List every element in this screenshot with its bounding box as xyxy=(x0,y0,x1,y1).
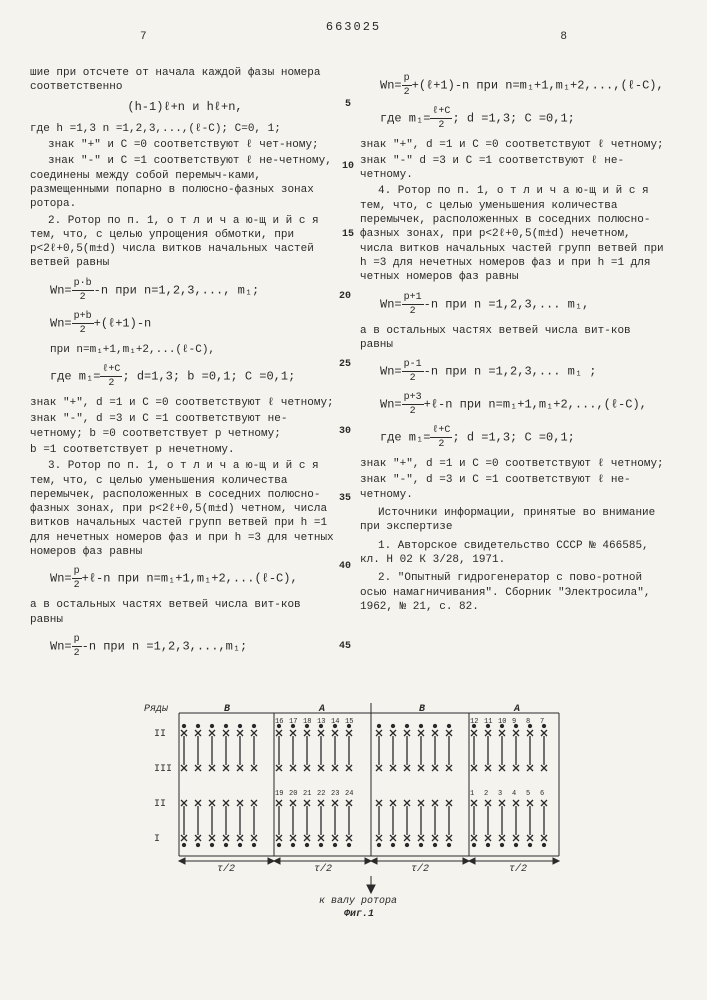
svg-text:13: 13 xyxy=(317,718,325,726)
svg-text:12: 12 xyxy=(470,718,478,726)
para: а в остальных частях ветвей числа вит-ко… xyxy=(30,598,340,627)
formula: Wn=p2-n при n =1,2,3,...,m₁; xyxy=(50,633,340,660)
line-num-30: 30 xyxy=(339,425,351,438)
svg-text:14: 14 xyxy=(331,718,339,726)
line-num-40: 40 xyxy=(339,560,351,573)
svg-text:II: II xyxy=(154,799,166,810)
svg-text:τ/2: τ/2 xyxy=(509,863,527,875)
svg-text:6: 6 xyxy=(540,790,544,798)
para: а в остальных частях ветвей числа вит-ко… xyxy=(360,324,670,353)
svg-text:23: 23 xyxy=(331,790,339,798)
claim-2: 2. Ротор по п. 1, о т л и ч а ю-щ и й с … xyxy=(30,214,340,271)
line-num-15: 15 xyxy=(342,228,354,241)
column-left: шие при отсчете от начала каждой фазы но… xyxy=(30,66,340,666)
formula: Wn=p2+ℓ-n при n=m₁+1,m₁+2,...(ℓ-C), xyxy=(50,565,340,592)
svg-text:21: 21 xyxy=(303,790,311,798)
svg-text:к валу ротора: к валу ротора xyxy=(319,896,397,907)
svg-text:Фиг.1: Фиг.1 xyxy=(344,909,374,920)
line-num-5: 5 xyxy=(345,98,351,111)
para: знак "-" и C =1 соответствуют ℓ не-четно… xyxy=(30,154,340,211)
svg-text:18: 18 xyxy=(303,718,311,726)
formula: Wn=p+12-n при n =1,2,3,... m₁, xyxy=(380,291,670,318)
patent-number: 663025 xyxy=(30,20,677,36)
svg-text:8: 8 xyxy=(526,718,530,726)
ref2: 2. "Опытный гидрогенератор с пово-ротной… xyxy=(360,571,670,614)
svg-text:1: 1 xyxy=(470,790,474,798)
para: знак "+", d =1 и C =0 соответствуют ℓ че… xyxy=(360,457,670,471)
page-num-left: 7 xyxy=(140,30,147,44)
svg-text:19: 19 xyxy=(275,790,283,798)
svg-text:3: 3 xyxy=(498,790,502,798)
svg-text:7: 7 xyxy=(540,718,544,726)
formula: где m₁=ℓ+C2; d =1,3; C =0,1; xyxy=(380,105,670,132)
svg-text:20: 20 xyxy=(289,790,297,798)
line-num-25: 25 xyxy=(339,358,351,371)
winding-diagram: Ряды II III II I B A B A 161718131415121… xyxy=(139,681,569,921)
para: знак "-", d =3 и C =1 соответствуют ℓ не… xyxy=(360,473,670,502)
line-num-10: 10 xyxy=(342,160,354,173)
rows-label: Ряды xyxy=(144,704,168,715)
line-num-20: 20 xyxy=(339,290,351,303)
para: где h =1,3 n =1,2,3,...,(ℓ-C); C=0, 1; xyxy=(30,122,340,136)
para: при n=m₁+1,m₁+2,...(ℓ-C), xyxy=(50,343,340,357)
ref1: 1. Авторское свидетельство СССР № 466585… xyxy=(360,539,670,568)
refs-head: Источники информации, принятые во вниман… xyxy=(360,506,670,535)
svg-text:16: 16 xyxy=(275,718,283,726)
para: знак "+", d =1 и C =0 соответствуют ℓ че… xyxy=(360,138,670,152)
figure-1: Ряды II III II I B A B A 161718131415121… xyxy=(30,681,677,921)
svg-text:10: 10 xyxy=(498,718,506,726)
claim-3: 3. Ротор по п. 1, о т л и ч а ю-щ и й с … xyxy=(30,459,340,559)
formula: Wn=p-12-n при n =1,2,3,... m₁ ; xyxy=(380,358,670,385)
page-num-right: 8 xyxy=(560,30,567,44)
para: знак "+" и C =0 соответствуют ℓ чет-ному… xyxy=(30,138,340,152)
para: знак "-", d =3 и C =1 соответствуют не-ч… xyxy=(30,412,340,441)
para: знак "-" d =3 и C =1 соответствуют ℓ не-… xyxy=(360,154,670,183)
svg-text:τ/2: τ/2 xyxy=(217,863,235,875)
svg-text:5: 5 xyxy=(526,790,530,798)
svg-text:24: 24 xyxy=(345,790,353,798)
svg-text:III: III xyxy=(154,764,172,775)
svg-text:17: 17 xyxy=(289,718,297,726)
formula: Wn=p·b2-n при n=1,2,3,..., m₁; xyxy=(50,277,340,304)
svg-text:τ/2: τ/2 xyxy=(314,863,332,875)
svg-text:11: 11 xyxy=(484,718,492,726)
line-num-45: 45 xyxy=(339,640,351,653)
formula: Wn=p+32+ℓ-n при n=m₁+1,m₁+2,...,(ℓ-C), xyxy=(380,391,670,418)
para: знак "+", d =1 и C =0 соответствуют ℓ че… xyxy=(30,396,340,410)
svg-text:4: 4 xyxy=(512,790,516,798)
formula: Wn=p+b2+(ℓ+1)-n xyxy=(50,310,340,337)
para: b =1 соответствует p нечетному. xyxy=(30,443,340,457)
formula: где m₁=ℓ+C2; d=1,3; b =0,1; C =0,1; xyxy=(50,363,340,390)
svg-text:II: II xyxy=(154,729,166,740)
svg-text:τ/2: τ/2 xyxy=(411,863,429,875)
svg-text:22: 22 xyxy=(317,790,325,798)
line-num-35: 35 xyxy=(339,492,351,505)
column-right: Wn=p2+(ℓ+1)-n при n=m₁+1,m₁+2,...,(ℓ-C),… xyxy=(360,66,670,666)
formula: Wn=p2+(ℓ+1)-n при n=m₁+1,m₁+2,...,(ℓ-C), xyxy=(380,72,670,99)
formula: где m₁=ℓ+C2; d =1,3; C =0,1; xyxy=(380,424,670,451)
para: шие при отсчете от начала каждой фазы но… xyxy=(30,66,340,95)
svg-text:9: 9 xyxy=(512,718,516,726)
svg-text:2: 2 xyxy=(484,790,488,798)
svg-text:15: 15 xyxy=(345,718,353,726)
svg-text:I: I xyxy=(154,834,160,845)
formula: (h-1)ℓ+n и hℓ+n, xyxy=(30,100,340,116)
claim-4: 4. Ротор по п. 1, о т л и ч а ю-щ и й с … xyxy=(360,184,670,284)
